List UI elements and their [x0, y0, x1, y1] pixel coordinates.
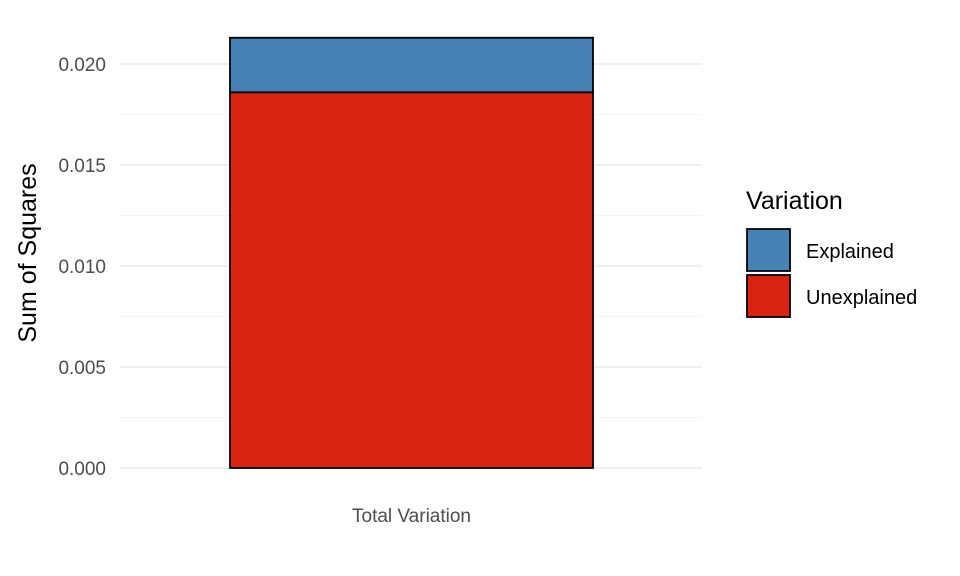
bar-segment-explained	[229, 36, 594, 94]
legend-label-explained: Explained	[806, 241, 894, 263]
y-axis-ticks: 0.000 0.005 0.010 0.015 0.020	[58, 55, 106, 480]
legend-title: Variation	[746, 187, 843, 215]
bars	[229, 36, 594, 469]
bar-segment-unexplained	[229, 91, 594, 469]
y-axis-title: Sum of Squares	[14, 163, 42, 342]
legend-label-unexplained: Unexplained	[806, 287, 917, 309]
y-tick-label: 0.000	[58, 459, 106, 480]
x-tick-label: Total Variation	[352, 506, 471, 527]
y-tick-label: 0.010	[58, 257, 106, 278]
legend: Variation Explained Unexplained	[746, 187, 917, 318]
y-tick-label: 0.020	[58, 55, 106, 76]
y-tick-label: 0.015	[58, 156, 106, 177]
y-tick-label: 0.005	[58, 358, 106, 379]
x-axis-ticks: Total Variation	[352, 506, 471, 527]
legend-key-explained	[746, 228, 791, 272]
legend-key-unexplained	[746, 274, 791, 318]
